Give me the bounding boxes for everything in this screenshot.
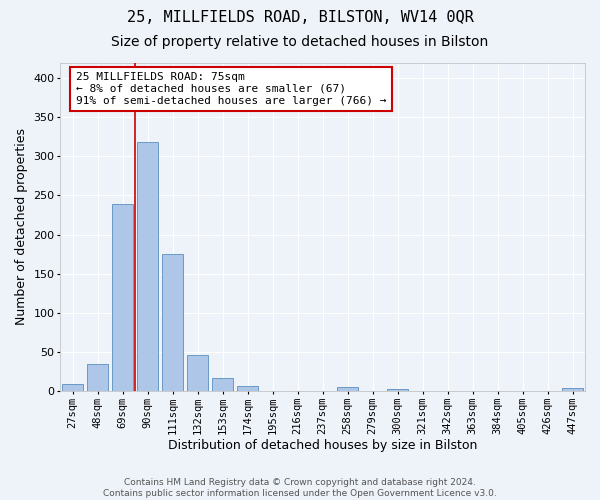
Bar bbox=[387, 388, 408, 391]
Y-axis label: Number of detached properties: Number of detached properties bbox=[15, 128, 28, 325]
Bar bbox=[62, 384, 83, 391]
Bar bbox=[87, 364, 109, 391]
Text: 25, MILLFIELDS ROAD, BILSTON, WV14 0QR: 25, MILLFIELDS ROAD, BILSTON, WV14 0QR bbox=[127, 10, 473, 25]
Text: Contains HM Land Registry data © Crown copyright and database right 2024.
Contai: Contains HM Land Registry data © Crown c… bbox=[103, 478, 497, 498]
Bar bbox=[112, 204, 133, 391]
Bar bbox=[237, 386, 258, 391]
Bar bbox=[187, 355, 208, 391]
Bar bbox=[162, 254, 184, 391]
Bar bbox=[337, 387, 358, 391]
Text: 25 MILLFIELDS ROAD: 75sqm
← 8% of detached houses are smaller (67)
91% of semi-d: 25 MILLFIELDS ROAD: 75sqm ← 8% of detach… bbox=[76, 72, 386, 106]
Bar bbox=[562, 388, 583, 391]
Bar bbox=[137, 142, 158, 391]
X-axis label: Distribution of detached houses by size in Bilston: Distribution of detached houses by size … bbox=[168, 440, 478, 452]
Text: Size of property relative to detached houses in Bilston: Size of property relative to detached ho… bbox=[112, 35, 488, 49]
Bar bbox=[212, 378, 233, 391]
